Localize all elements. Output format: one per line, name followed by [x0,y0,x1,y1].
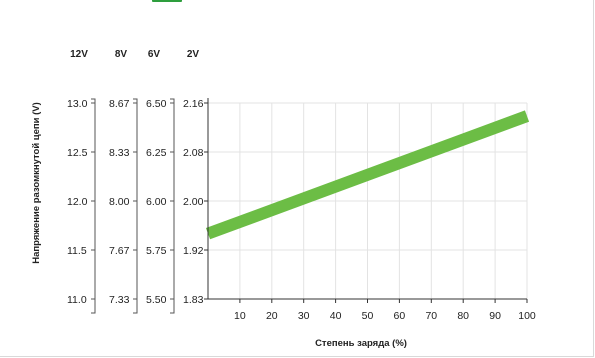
x-axis-label: Степень заряда (%) [315,338,407,349]
y-tick-label: 2.16 [183,98,204,110]
y-tick-label: 8.67 [109,98,130,110]
voltage-columns: 12V 13.0 12.5 12.0 11.5 11.0 8V 8.67 8.33 8.00 7.6… [67,49,208,314]
series-band [205,110,530,240]
x-tick-label: 100 [518,310,536,322]
x-tick-label: 70 [425,310,437,322]
x-tick-label: 30 [298,310,310,322]
series-line [205,110,530,240]
y-tick-label: 11.5 [67,245,87,257]
x-tick-label: 50 [362,310,374,322]
column-bracket [91,98,96,314]
y-tick-label: 7.33 [109,294,130,306]
y-tick-label: 5.50 [146,294,167,306]
column-bracket [133,98,138,314]
y-tick-label: 2.00 [183,196,204,208]
y-tick-label: 8.33 [109,147,130,159]
x-tick-label: 90 [489,310,501,322]
title-fragment [152,0,182,2]
y-tick-label: 1.92 [183,245,204,257]
y-tick-label: 11.0 [67,294,87,306]
y-tick-label: 5.75 [146,245,167,257]
y-tick-label: 1.83 [183,294,204,306]
column-header: 6V [148,49,161,60]
y-tick-label: 6.50 [146,98,167,110]
y-tick-label: 6.00 [146,196,167,208]
x-tick-label: 10 [234,310,246,322]
x-tick-label: 20 [266,310,278,322]
y-tick-label: 12.5 [67,147,88,159]
y-tick-label: 2.08 [183,147,204,159]
y-tick-label: 7.67 [109,245,130,257]
column-header: 8V [115,49,128,60]
y-tick-label: 12.0 [67,196,88,208]
x-tick-label: 80 [457,310,469,322]
x-ticks: 10 20 30 40 50 60 70 80 90 100 [234,299,536,322]
column-header: 2V [187,49,200,60]
x-tick-label: 60 [394,310,406,322]
y-axis-label: Напряжение разомкнутой цепи (V) [31,102,42,264]
y-tick-label: 8.00 [109,196,130,208]
x-tick-label: 40 [330,310,342,322]
y-tick-label: 13.0 [67,98,88,110]
column-header: 12V [70,49,88,60]
column-bracket [170,98,175,314]
y-tick-label: 6.25 [146,147,167,159]
